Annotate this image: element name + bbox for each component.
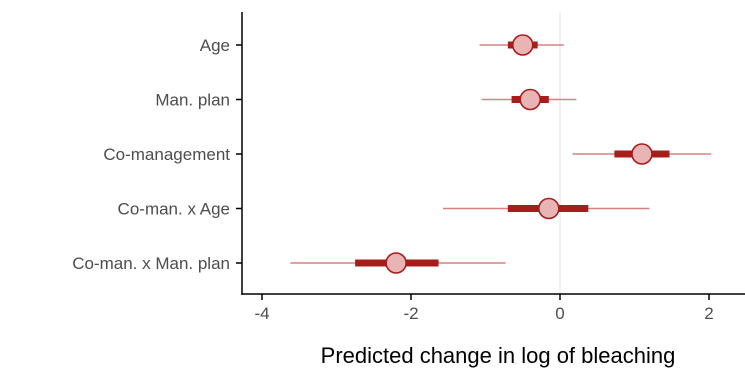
y-category-label: Age (200, 36, 230, 55)
y-category-label: Man. plan (155, 91, 230, 110)
x-tick-label: -2 (403, 304, 418, 323)
y-category-label: Co-man. x Man. plan (72, 254, 230, 273)
y-category-labels: Age Man. plan Co-management Co-man. x Age Co… (72, 36, 242, 273)
point-estimate (519, 88, 542, 111)
x-axis-title: Predicted change in log of bleaching (321, 343, 676, 368)
x-tick-label: 0 (555, 304, 564, 323)
x-tick-label: -4 (254, 304, 269, 323)
interval-marks (290, 34, 712, 274)
y-category-label: Co-man. x Age (118, 200, 230, 219)
y-category-label: Co-management (103, 145, 230, 164)
point-estimate (385, 252, 407, 274)
x-tick-label: 2 (704, 304, 713, 323)
point-estimate (511, 34, 534, 56)
x-axis-ticks: -4 -2 0 2 (254, 294, 714, 323)
point-estimate (538, 197, 560, 220)
point-estimate (631, 143, 653, 165)
